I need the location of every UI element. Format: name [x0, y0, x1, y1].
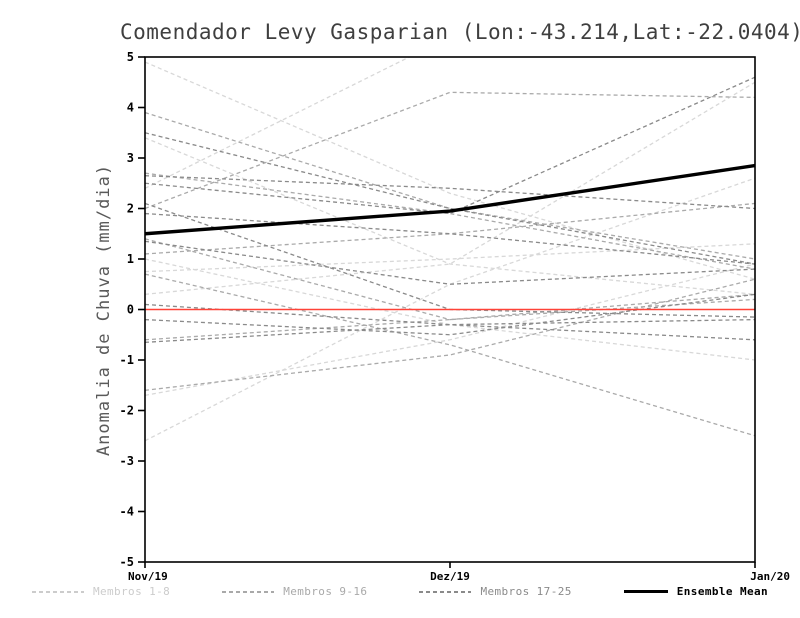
ensemble-mean-line	[145, 163, 755, 236]
legend-label: Membros 9-16	[283, 585, 368, 598]
member-line	[145, 240, 755, 285]
x-tick-label: Dez/19	[430, 570, 470, 583]
member-line	[145, 273, 755, 437]
y-tick-label: 1	[127, 252, 134, 266]
member-line	[145, 61, 755, 280]
member-line	[145, 212, 755, 265]
member-line	[145, 202, 755, 255]
legend-label: Membros 1-8	[92, 585, 171, 598]
dashed-line-sample	[222, 590, 275, 593]
y-tick-label: -2	[120, 404, 134, 418]
member-line	[145, 137, 755, 295]
y-tick-label: -3	[120, 454, 134, 468]
member-line	[145, 303, 755, 341]
member-line	[145, 243, 755, 273]
member-line	[145, 202, 755, 318]
legend: Membros 1-8 Membros 9-16 Membros 17-25 E…	[0, 585, 800, 598]
member-line	[145, 298, 755, 341]
member-line	[145, 258, 755, 361]
member-line	[145, 263, 755, 396]
legend-label: Ensemble Mean	[676, 585, 769, 598]
legend-label: Membros 17-25	[480, 585, 572, 598]
member-line	[145, 238, 755, 321]
legend-item-membros-9-16: Membros 9-16	[222, 585, 367, 598]
x-tick-label: Jan/20	[750, 570, 790, 583]
y-tick-label: 3	[127, 151, 134, 165]
member-line	[145, 111, 755, 260]
chart-title: Comendador Levy Gasparian (Lon:-43.214,L…	[120, 20, 800, 44]
member-line	[145, 293, 755, 336]
y-tick-label: 5	[127, 50, 134, 64]
member-line	[145, 172, 755, 270]
dashed-line-sample	[419, 590, 472, 593]
member-line	[145, 177, 755, 442]
x-tick-label: Nov/19	[128, 570, 168, 583]
y-tick-label: -4	[120, 505, 134, 519]
dashed-line-sample	[31, 590, 84, 593]
legend-item-ensemble-mean: Ensemble Mean	[623, 585, 769, 598]
member-line	[145, 175, 755, 210]
y-tick-label: 0	[127, 303, 134, 317]
member-line	[145, 91, 755, 210]
member-line	[145, 318, 755, 343]
y-tick-label: 2	[127, 202, 134, 216]
legend-item-membros-1-8: Membros 1-8	[31, 585, 171, 598]
y-tick-label: 4	[127, 101, 134, 115]
member-line	[145, 57, 411, 189]
solid-line-sample	[623, 590, 668, 593]
legend-item-membros-17-25: Membros 17-25	[419, 585, 571, 598]
member-line	[145, 132, 755, 265]
y-tick-label: -5	[120, 555, 134, 569]
y-tick-label: -1	[120, 353, 134, 367]
